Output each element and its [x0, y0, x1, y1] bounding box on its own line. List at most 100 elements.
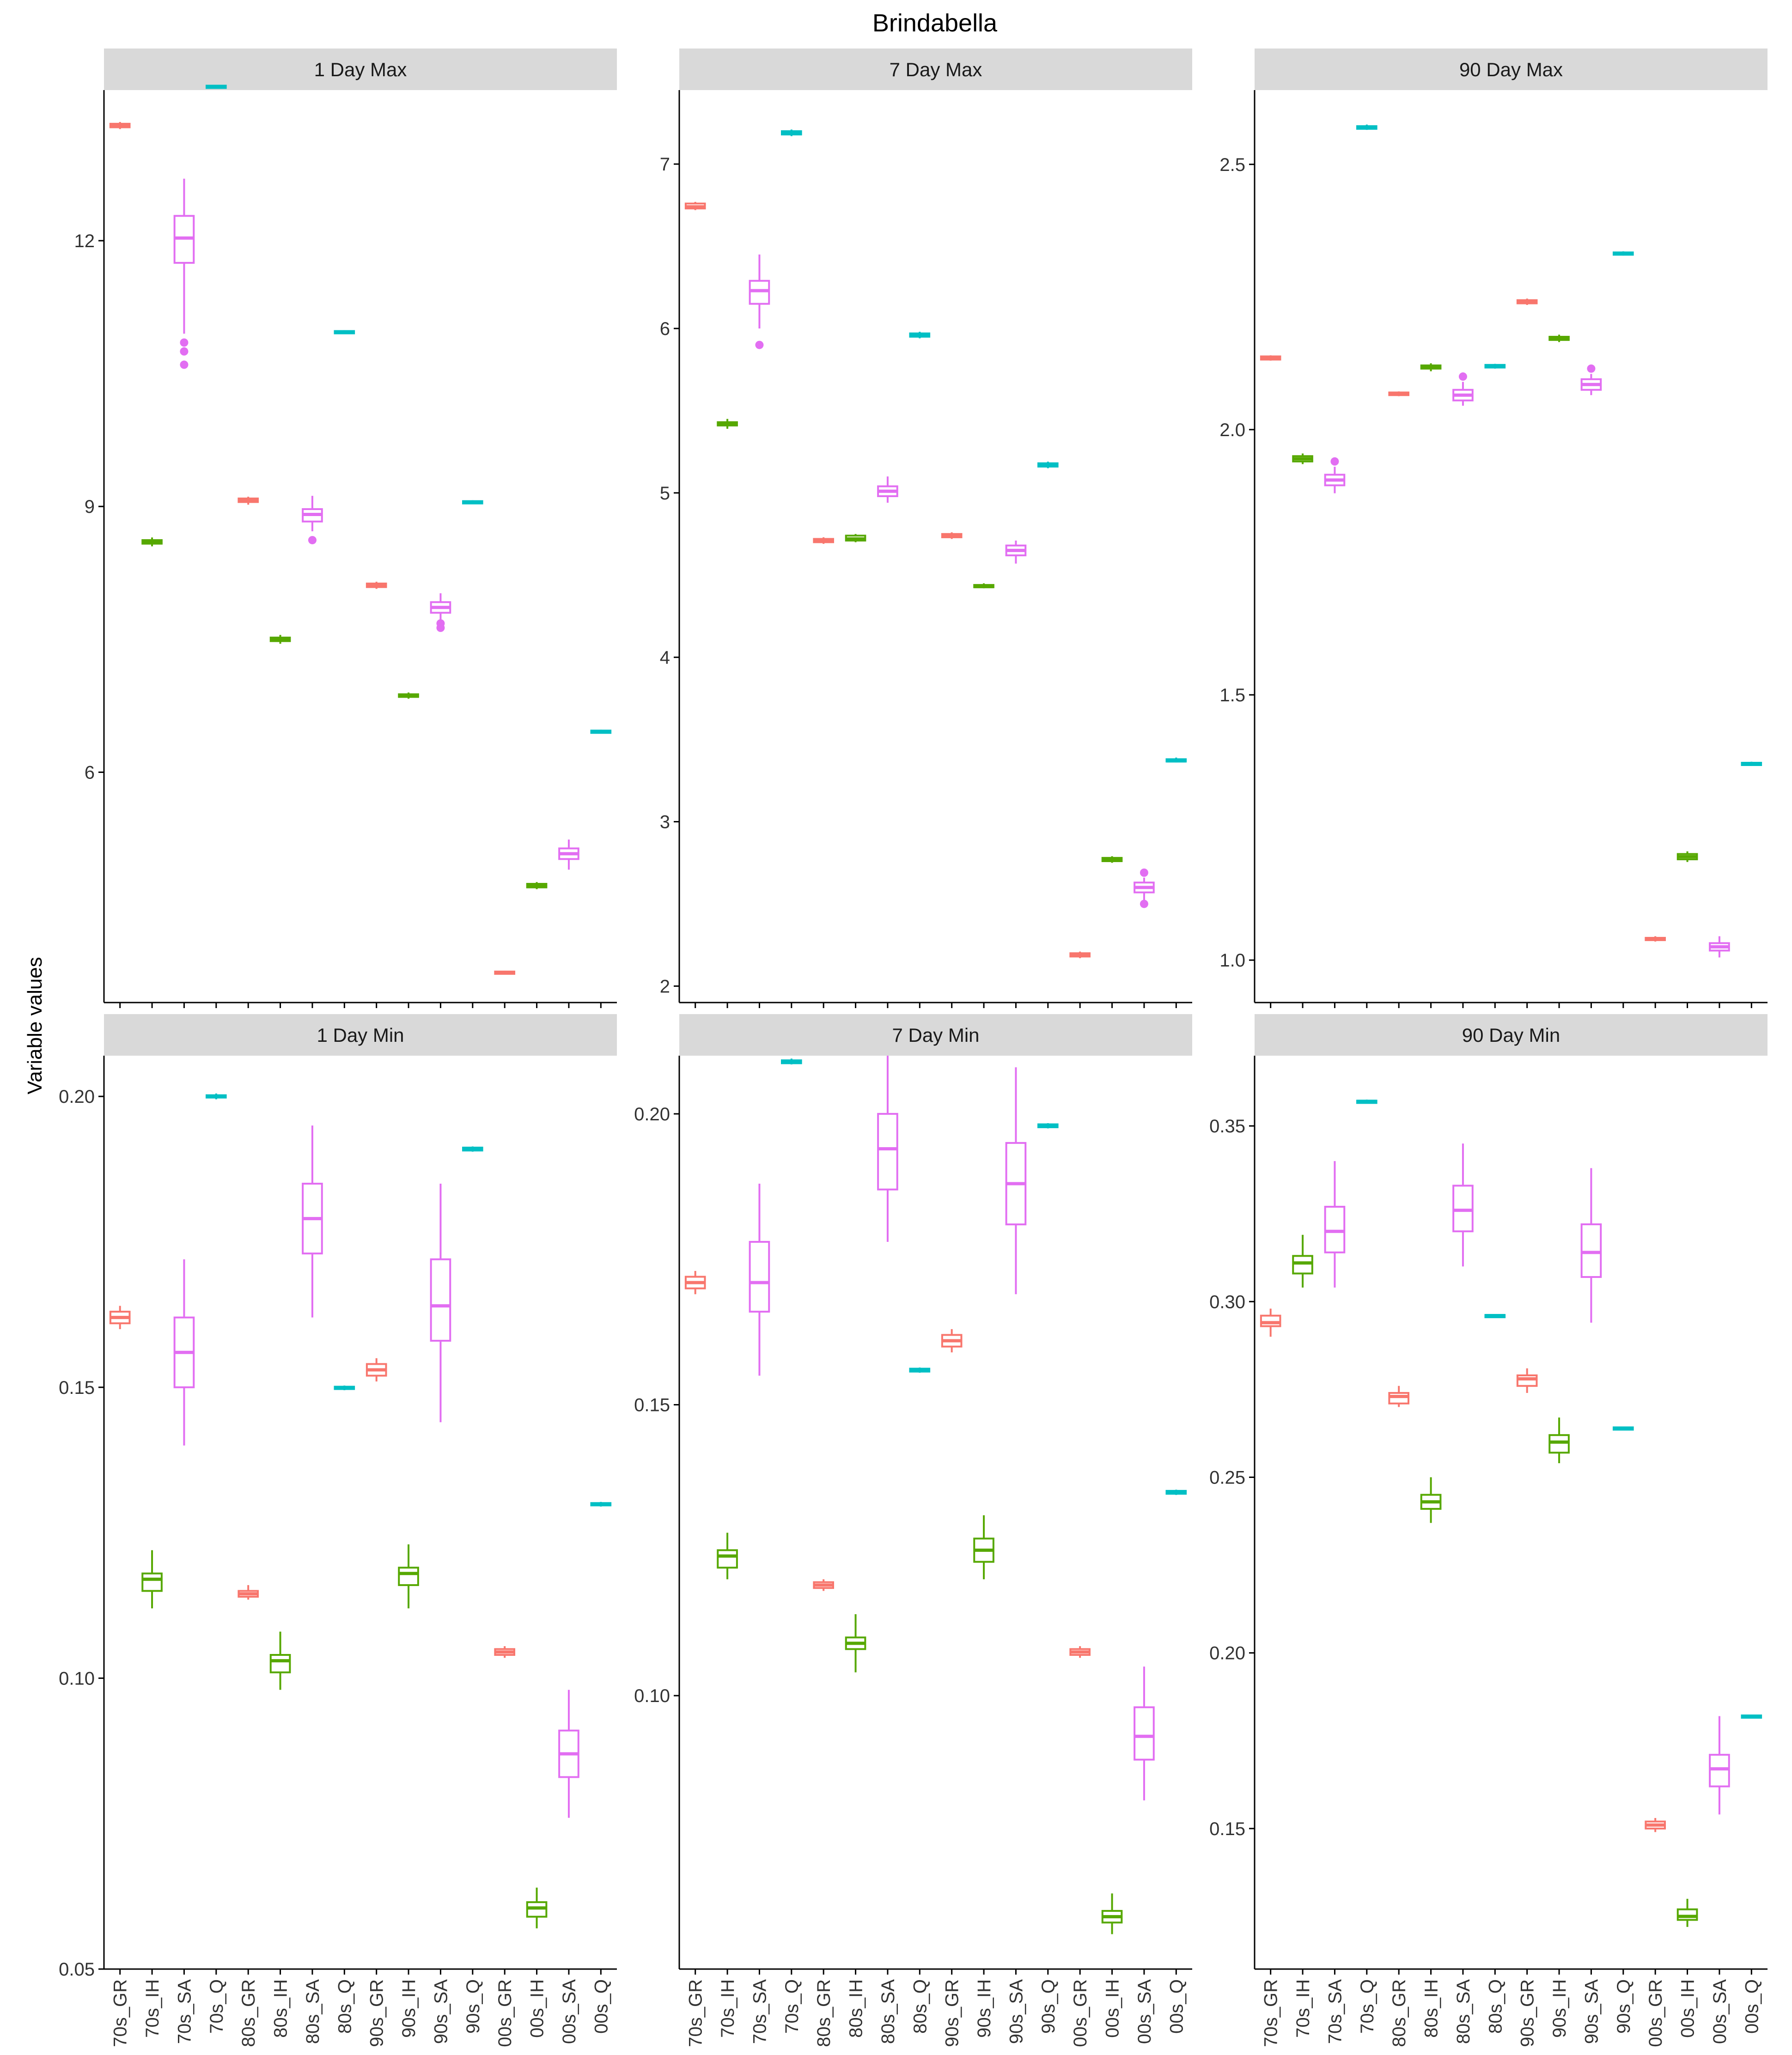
box-00s_SA — [558, 1690, 579, 1818]
iqr-box — [1709, 1754, 1730, 1787]
panel-strip — [679, 1014, 1192, 1056]
iqr-box — [877, 1113, 898, 1191]
x-tick-label: 70s_SA — [750, 1979, 770, 2044]
box-90s_Q — [1613, 1426, 1634, 1431]
box-70s_IH — [1292, 453, 1313, 464]
box-90s_IH — [1548, 334, 1570, 342]
box-80s_Q — [334, 330, 355, 334]
y-tick-label: 6 — [660, 319, 670, 339]
iqr-box — [1324, 1205, 1346, 1253]
box-70s_SA — [1324, 457, 1346, 493]
x-tick-label: 90s_Q — [1038, 1979, 1059, 2034]
box-80s_GR — [813, 537, 834, 544]
y-tick-label: 1.0 — [1219, 950, 1245, 971]
box-00s_IH — [1676, 851, 1698, 862]
iqr-box — [1676, 1908, 1698, 1921]
outlier-point — [308, 536, 317, 545]
x-tick-label: 80s_GR — [1389, 1979, 1409, 2047]
box-90s_SA — [1005, 541, 1027, 564]
box-90s_Q — [1037, 462, 1059, 468]
box-80s_GR — [238, 1585, 259, 1600]
x-tick-label: 80s_IH — [846, 1979, 866, 2038]
y-tick-label: 0.30 — [1209, 1292, 1245, 1312]
x-tick-label: 00s_GR — [1646, 1979, 1666, 2047]
y-tick-label: 0.10 — [59, 1668, 95, 1689]
panel-strip — [679, 49, 1192, 90]
box-70s_Q — [206, 1093, 227, 1100]
box-70s_GR — [109, 122, 131, 129]
box-00s_GR — [1069, 951, 1091, 958]
box-90s_IH — [973, 583, 994, 589]
box-80s_GR — [1388, 1386, 1409, 1407]
box-80s_IH — [845, 534, 866, 542]
y-tick-label: 0.15 — [634, 1395, 670, 1416]
y-tick-label: 12 — [74, 231, 95, 251]
box-80s_SA — [877, 1056, 898, 1242]
x-tick-label: 90s_GR — [942, 1979, 963, 2047]
panel-title: 90 Day Max — [1459, 59, 1563, 80]
box-00s_GR — [494, 1646, 515, 1658]
x-tick-label: 80s_SA — [303, 1979, 323, 2044]
box-70s_GR — [684, 201, 706, 210]
axes — [1254, 1056, 1768, 1970]
box-00s_IH — [1101, 1893, 1123, 1934]
axes — [103, 1056, 617, 1970]
box-90s_GR — [1516, 1368, 1538, 1393]
box-90s_SA — [1580, 1168, 1602, 1323]
box-00s_GR — [494, 970, 515, 975]
box-70s_GR — [109, 1306, 131, 1329]
x-tick-label: 70s_GR — [110, 1979, 131, 2047]
y-tick-label: 0.15 — [59, 1378, 95, 1398]
box-90s_IH — [398, 692, 419, 699]
iqr-box — [1134, 1706, 1155, 1761]
y-tick-label: 1.5 — [1219, 685, 1245, 705]
panel-title: 1 Day Min — [317, 1024, 404, 1046]
box-70s_SA — [173, 1259, 195, 1446]
panel: 1 Day Min 0.05 0.10 0.15 0.20 70s_GR 70s_IH 70s… — [59, 1014, 617, 2047]
box-90s_SA — [430, 593, 451, 632]
x-tick-label: 80s_Q — [335, 1979, 355, 2034]
x-tick-label: 00s_IH — [1103, 1979, 1123, 2038]
box-80s_SA — [877, 476, 898, 503]
x-tick-label: 00s_SA — [559, 1979, 579, 2044]
box-70s_GR — [1260, 1308, 1281, 1337]
x-tick-label: 00s_IH — [527, 1979, 548, 2038]
panel: 90 Day Max 1.0 1.5 2.0 2.5 — [1219, 49, 1768, 1008]
outlier-point — [1330, 457, 1339, 466]
outlier-point — [1587, 364, 1596, 373]
box-80s_SA — [1452, 372, 1474, 406]
box-90s_IH — [398, 1544, 419, 1609]
axes — [678, 90, 1192, 1003]
outlier-point — [180, 360, 189, 369]
iqr-box — [1388, 1392, 1409, 1404]
panel-strip — [1255, 49, 1768, 90]
x-tick-label: 70s_SA — [174, 1979, 195, 2044]
box-00s_IH — [1676, 1898, 1698, 1927]
x-tick-label: 00s_Q — [1742, 1979, 1762, 2034]
y-tick-label: 3 — [660, 812, 670, 833]
y-tick-label: 2 — [660, 976, 670, 997]
x-tick-label: 70s_GR — [1261, 1979, 1281, 2047]
y-axis-label: Variable values — [24, 957, 46, 1094]
x-tick-label: 90s_SA — [1581, 1979, 1602, 2044]
box-80s_IH — [1420, 363, 1442, 371]
box-90s_IH — [1548, 1417, 1570, 1464]
box-80s_Q — [1484, 1314, 1506, 1319]
axes — [1254, 90, 1768, 1003]
x-tick-label: 90s_GR — [367, 1979, 387, 2047]
box-90s_IH — [973, 1515, 994, 1580]
x-tick-label: 70s_IH — [142, 1979, 163, 2038]
box-70s_Q — [1356, 1100, 1378, 1104]
box-00s_GR — [1645, 1818, 1666, 1832]
x-tick-label: 90s_IH — [399, 1979, 419, 2038]
box-80s_GR — [813, 1579, 834, 1591]
box-90s_GR — [941, 1329, 963, 1353]
x-tick-label: 90s_Q — [1614, 1979, 1634, 2034]
box-80s_IH — [1420, 1477, 1442, 1523]
box-00s_Q — [1165, 1490, 1187, 1495]
y-tick-label: 0.10 — [634, 1686, 670, 1706]
x-tick-label: 70s_Q — [1357, 1979, 1378, 2034]
x-tick-label: 80s_IH — [271, 1979, 291, 2038]
x-tick-label: 70s_SA — [1325, 1979, 1345, 2044]
y-tick-label: 0.20 — [1209, 1643, 1245, 1664]
